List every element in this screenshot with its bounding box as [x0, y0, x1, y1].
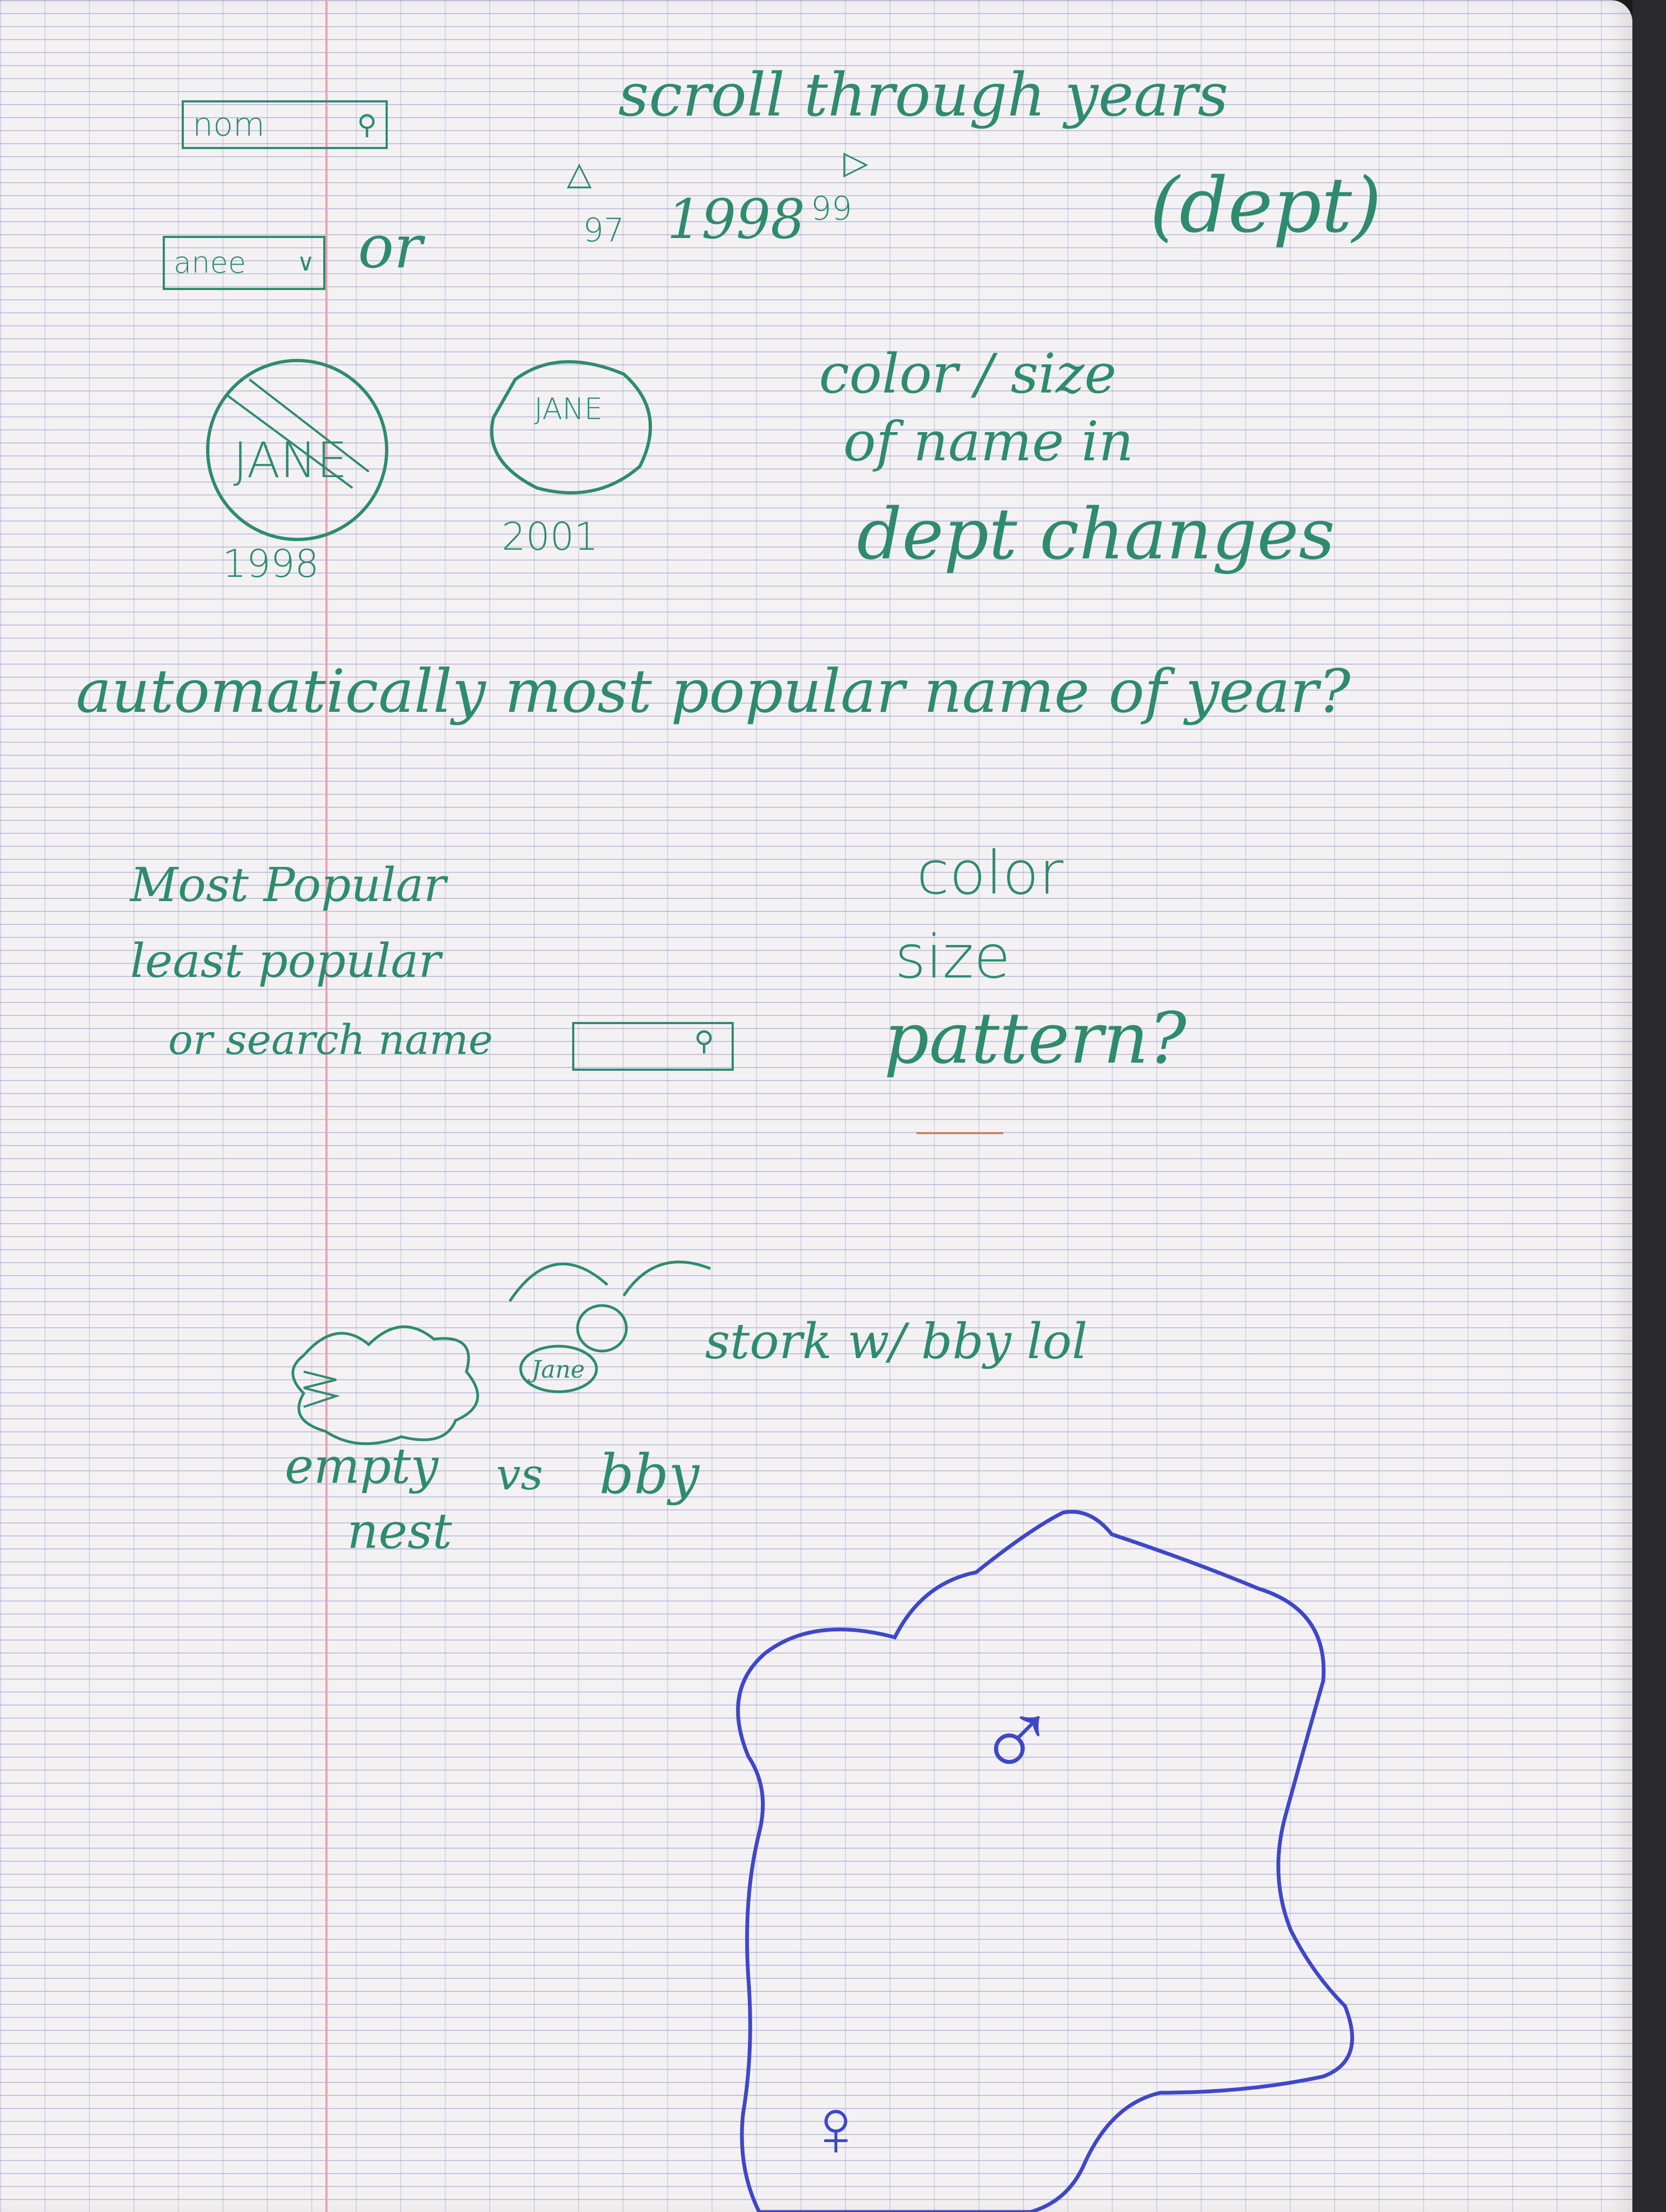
name-search-box[interactable]: nom ⚲: [182, 100, 388, 149]
bubble-hatch: [227, 395, 354, 489]
bubble-note-line-2: of name in: [843, 410, 1134, 473]
france-map-outline: [736, 1509, 1354, 2212]
question-text: automatically most popular name of year?: [76, 657, 1351, 726]
options-search-box[interactable]: [572, 1022, 734, 1071]
stork-baby-bundle: [519, 1345, 598, 1393]
stork-wing: [622, 1261, 711, 1297]
male-symbol: ♂: [976, 1677, 1058, 1803]
stork-wing: [508, 1262, 608, 1302]
bubble-year: 2001: [502, 515, 599, 559]
page-title: scroll through years: [618, 60, 1228, 130]
nest-scribble: [303, 1371, 341, 1408]
or-label: or: [358, 212, 422, 281]
empty-nest-line-1: empty: [285, 1438, 439, 1495]
encoding-color: color: [917, 838, 1063, 908]
empty-nest-line-2: nest: [347, 1503, 452, 1560]
bubble-note-line-1: color / size: [819, 342, 1117, 406]
bubble-name: JANE: [534, 392, 603, 426]
option-search-name[interactable]: or search name: [168, 1015, 493, 1064]
bby-label: bby: [599, 1443, 700, 1506]
year-select-box[interactable]: anee ∨: [163, 236, 325, 290]
bubble-name: JANE: [233, 432, 348, 489]
doodles: [206, 359, 1354, 2212]
female-symbol: ♀: [805, 2081, 867, 2175]
magnifier-icon: ⚲: [357, 109, 377, 140]
year-next-arrow-icon[interactable]: ▷: [843, 144, 869, 182]
vs-label: vs: [496, 1449, 543, 1500]
year-current: 1998: [667, 188, 805, 251]
encoding-pattern: pattern?: [884, 997, 1187, 1079]
notebook-edge: [1632, 0, 1666, 2212]
bubble-note-line-3: dept changes: [857, 493, 1335, 575]
notebook-page: [0, 0, 1632, 2212]
bubble-year: 1998: [222, 542, 319, 586]
dept-label: (dept): [1150, 162, 1382, 250]
stork-note: stork w/ bby lol: [705, 1313, 1088, 1370]
nest-scribble: [291, 1325, 479, 1445]
year-prev-arrow-icon[interactable]: △: [567, 155, 592, 192]
option-least-popular[interactable]: least popular: [130, 934, 441, 988]
bubble-circle: [206, 359, 388, 541]
magnifier-icon: ⚲: [694, 1025, 714, 1057]
bubble-hatch: [248, 378, 370, 473]
year-prev: 97: [583, 211, 625, 249]
chevron-down-icon: ∨: [297, 249, 315, 276]
stork-baby-head: [576, 1304, 628, 1353]
encoding-size: size: [895, 922, 1011, 992]
stork-baby-name: Jane: [531, 1356, 585, 1384]
option-most-popular[interactable]: Most Popular: [130, 858, 446, 912]
year-select-label: anee: [174, 246, 246, 280]
year-next: 99: [811, 190, 853, 228]
name-search-label: nom: [193, 106, 265, 144]
bubble-circle: [490, 360, 652, 494]
margin-line: [325, 0, 328, 2212]
